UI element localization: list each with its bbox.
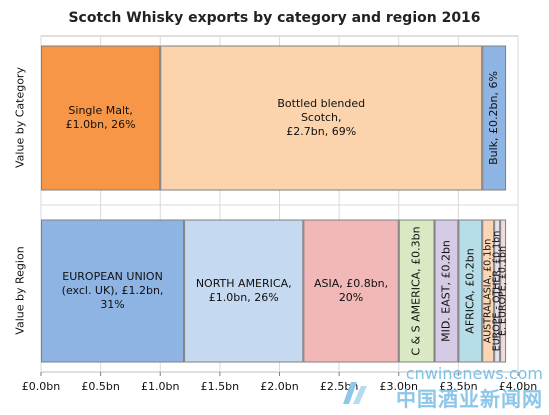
x-tick-label: £0.5bn — [81, 380, 119, 393]
bar-data-label: Bottled blended Scotch, £2.7bn, 69% — [277, 97, 365, 138]
x-tick-label: £1.5bn — [201, 380, 239, 393]
x-tick-label: £2.0bn — [260, 380, 298, 393]
bar-segment — [184, 219, 304, 363]
bar-segment — [303, 219, 399, 363]
bar-data-label: Single Malt, £1.0bn, 26% — [66, 104, 136, 131]
x-tick-label: £4.0bn — [499, 380, 537, 393]
bar-data-label: MID. EAST, £0.2bn — [439, 240, 452, 342]
x-tick-label: £1.0bn — [141, 380, 179, 393]
bar-segment — [458, 219, 483, 363]
bar-data-label: C & S AMERICA, £0.3bn — [410, 226, 423, 355]
bar-segment — [160, 45, 483, 191]
x-tick-label: £3.0bn — [380, 380, 418, 393]
y-category-label: Value by Region — [13, 246, 27, 335]
bar-segment — [41, 219, 185, 363]
bar-segment — [398, 219, 435, 363]
bar-data-label: E. EUROPE, £0.1bn — [498, 246, 509, 336]
chart-title: Scotch Whisky exports by category and re… — [68, 10, 481, 26]
bar-data-label: EUROPE - OTHER, £0.1bn — [492, 231, 503, 352]
bar-segment — [482, 219, 495, 363]
watermark-cn: 中国酒业新闻网 — [396, 387, 543, 411]
bar-data-label: AFRICA, £0.2bn — [463, 248, 476, 333]
bar-data-label: AUSTRALASIA, £0.1bn — [483, 239, 494, 344]
bar-segment — [482, 45, 507, 191]
watermark-logo-icon — [337, 376, 371, 410]
x-tick-label: £3.5bn — [439, 380, 477, 393]
watermark-site: cnwinenews.com — [405, 364, 543, 383]
x-tick-label: £0.0bn — [22, 380, 60, 393]
bar-segment — [41, 45, 161, 191]
bar-data-label: NORTH AMERICA, £1.0bn, 26% — [196, 277, 292, 304]
bar-data-label: EUROPEAN UNION (excl. UK), £1.2bn, 31% — [62, 270, 164, 311]
watermark: cnwinenews.com 中国酒业新闻网 — [396, 364, 543, 412]
bar-segment — [494, 219, 501, 363]
bar-segment — [500, 219, 507, 363]
bar-data-label: Bulk, £0.2bn, 6% — [487, 71, 500, 165]
bar-data-label: ASIA, £0.8bn, 20% — [314, 277, 388, 304]
bar-segment — [434, 219, 459, 363]
y-category-label: Value by Category — [13, 67, 27, 168]
